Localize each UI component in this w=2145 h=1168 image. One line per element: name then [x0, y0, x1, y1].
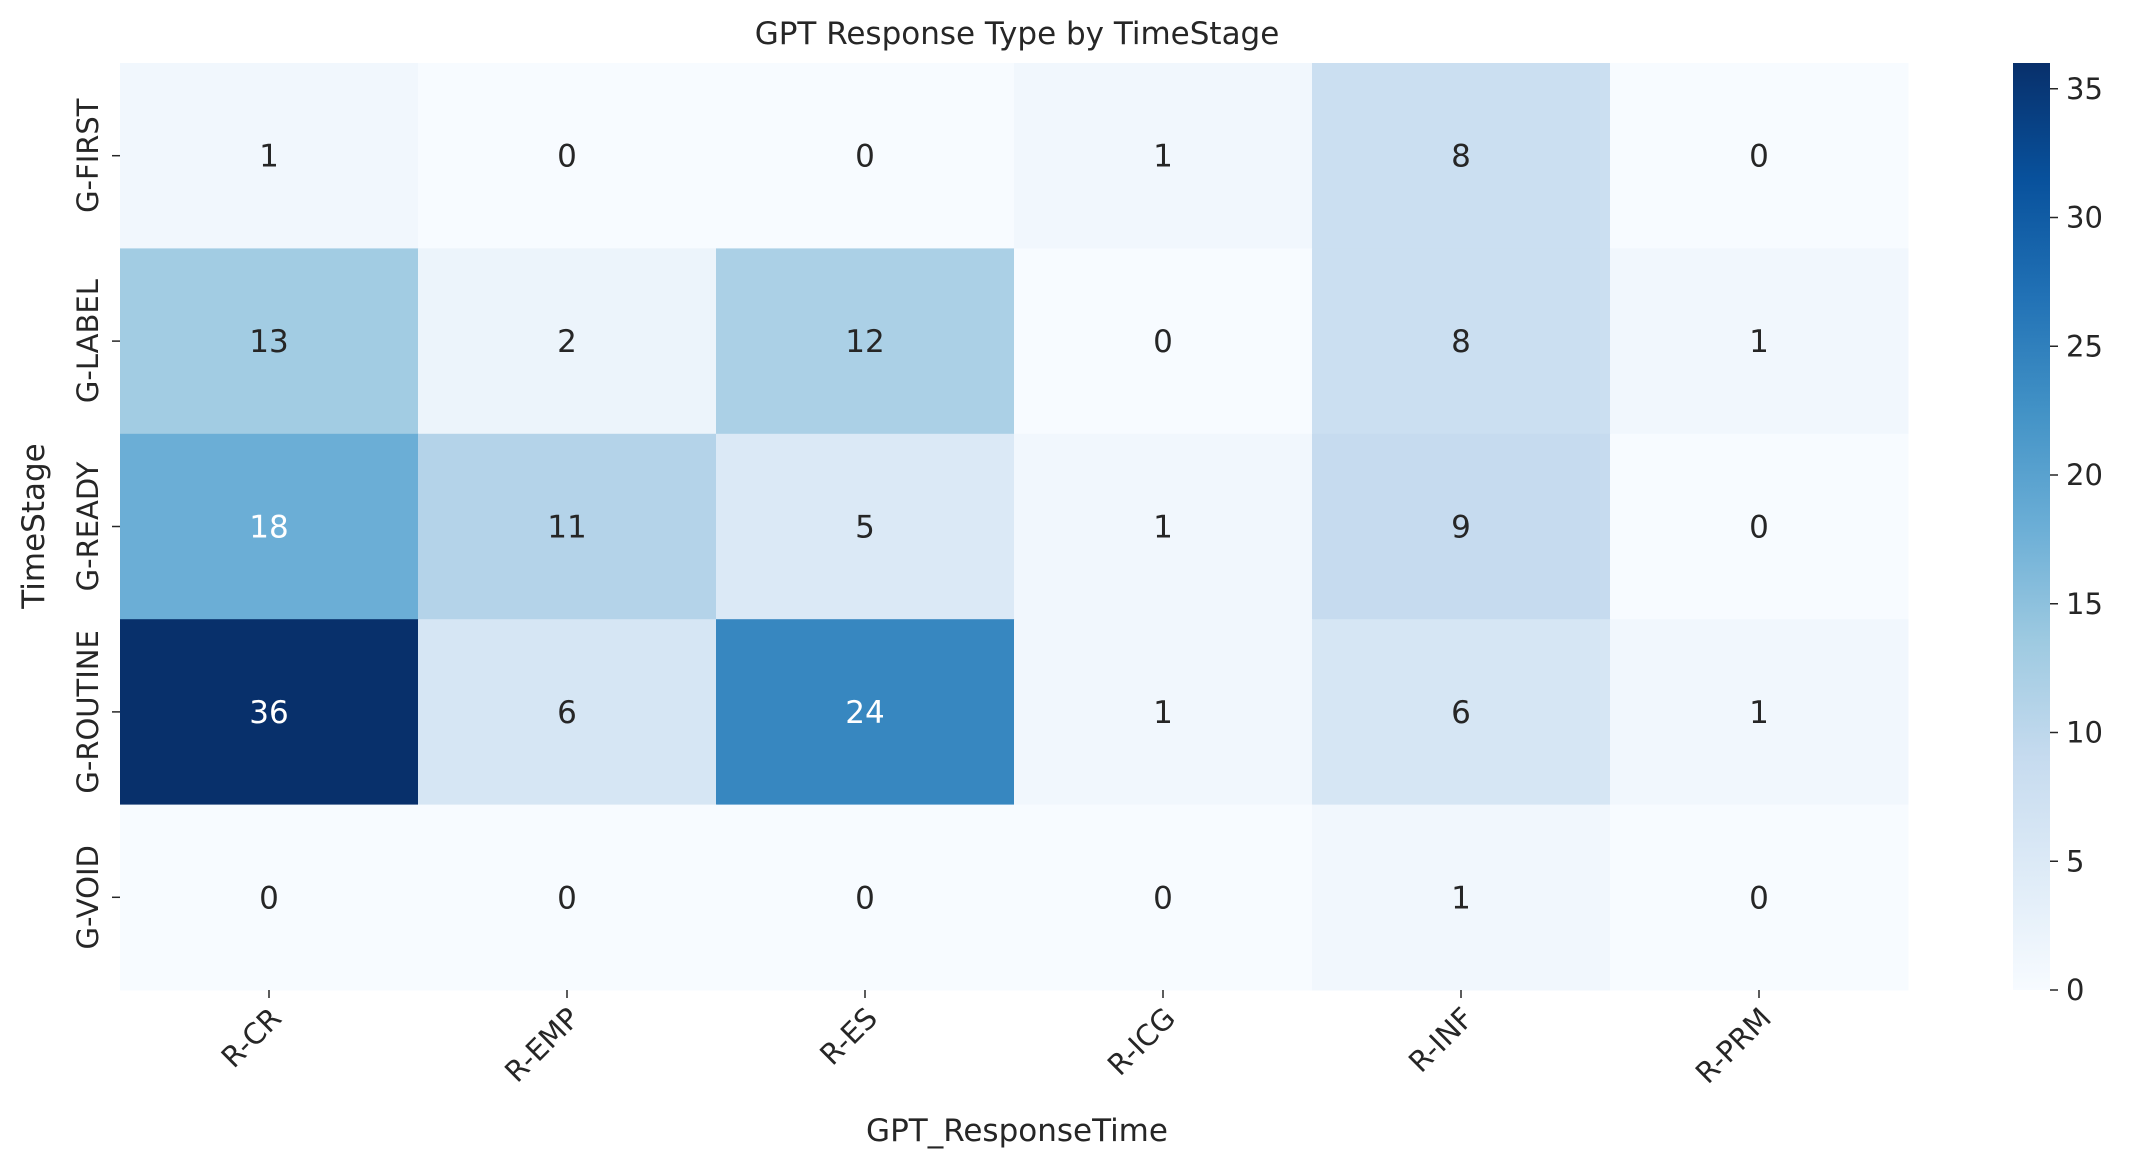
heatmap-cell	[1610, 619, 1909, 806]
heatmap-cell	[716, 619, 1015, 806]
cell-value: 1	[1451, 880, 1471, 916]
cell-value: 24	[845, 695, 884, 731]
heatmap-cell	[1014, 619, 1313, 806]
heatmap-cell	[716, 804, 1015, 991]
cell-value: 9	[1451, 510, 1471, 546]
colorbar-tick-label: 15	[2066, 587, 2103, 621]
cell-value: 1	[259, 139, 279, 175]
heatmap-cell	[120, 63, 419, 249]
cell-value: 11	[547, 510, 586, 546]
cell-value: 0	[855, 880, 875, 916]
cell-value: 1	[1153, 139, 1173, 175]
heatmap-cell	[1610, 804, 1909, 991]
heatmap-cell	[1312, 619, 1611, 806]
colorbar-tick-label: 10	[2066, 716, 2103, 750]
x-tick-label: R-INF	[1402, 1001, 1480, 1079]
colorbar-tick-label: 25	[2066, 329, 2103, 363]
cell-value: 1	[1749, 695, 1769, 731]
heatmap-cells	[120, 63, 1909, 991]
cell-value: 0	[557, 880, 577, 916]
y-tick-label: G-VOID	[71, 845, 105, 949]
colorbar-tick-label: 35	[2066, 72, 2103, 106]
colorbar-tick-label: 30	[2066, 201, 2103, 235]
heatmap-cell	[1610, 248, 1909, 435]
heatmap-cell	[1014, 248, 1313, 435]
colorbar-tick-label: 5	[2066, 844, 2084, 878]
heatmap-cell	[418, 433, 717, 620]
chart-title: GPT Response Type by TimeStage	[755, 16, 1280, 52]
y-tick-label: G-ROUTINE	[71, 630, 105, 793]
colorbar-tick-label: 20	[2066, 458, 2103, 492]
heatmap-cell	[1014, 63, 1313, 249]
cell-value: 6	[557, 695, 577, 731]
colorbar-tick-label: 0	[2066, 973, 2084, 1007]
cell-value: 0	[557, 139, 577, 175]
heatmap-cell	[418, 619, 717, 806]
y-axis-ticks: G-FIRST G-LABEL G-READY G-ROUTINE G-VOID	[71, 98, 120, 949]
colorbar	[2013, 63, 2050, 990]
heatmap-cell	[1610, 433, 1909, 620]
cell-value: 2	[557, 324, 577, 360]
y-tick-label: G-FIRST	[71, 98, 105, 213]
heatmap-cell	[1312, 248, 1611, 435]
cell-value: 0	[1153, 880, 1173, 916]
x-tick-label: R-ES	[813, 1001, 884, 1072]
heatmap-cell	[120, 804, 419, 991]
cell-value: 8	[1451, 139, 1471, 175]
cell-value: 12	[845, 324, 884, 360]
cell-annotations: 1 0 0 1 8 013 2 12 0 8 118 11 5 1 9 036 6 24 1 6 10 0 0 0 1 0	[249, 139, 1769, 917]
cell-value: 1	[1153, 695, 1173, 731]
colorbar-ticks: 0 5 10 15 20 25 30 35	[2050, 72, 2103, 1007]
y-tick-label: G-LABEL	[71, 279, 105, 403]
x-tick-label: R-PRM	[1689, 1001, 1778, 1090]
y-tick-label: G-READY	[71, 461, 105, 591]
heatmap-cell	[120, 248, 419, 435]
heatmap-cell	[418, 804, 717, 991]
cell-value: 8	[1451, 324, 1471, 360]
heatmap-cell	[716, 433, 1015, 620]
heatmap-cell	[1312, 433, 1611, 620]
cell-value: 1	[1153, 510, 1173, 546]
heatmap-cell	[418, 248, 717, 435]
heatmap-cell	[716, 63, 1015, 249]
x-tick-label: R-EMP	[498, 1001, 586, 1089]
cell-value: 6	[1451, 695, 1471, 731]
heatmap-cell	[120, 619, 419, 806]
heatmap-cell	[120, 433, 419, 620]
heatmap-cell	[1014, 433, 1313, 620]
x-tick-label: R-ICG	[1101, 1001, 1182, 1082]
x-axis-label: GPT_ResponseTime	[866, 1113, 1168, 1149]
cell-value: 13	[249, 324, 288, 360]
heatmap-cell	[418, 63, 717, 249]
cell-value: 0	[259, 880, 279, 916]
y-axis-label: TimeStage	[16, 443, 52, 609]
cell-value: 0	[855, 139, 875, 175]
cell-value: 36	[249, 695, 288, 731]
heatmap-cell	[1610, 63, 1909, 249]
heatmap-cell	[1312, 804, 1611, 991]
cell-value: 0	[1749, 510, 1769, 546]
cell-value: 0	[1749, 139, 1769, 175]
cell-value: 0	[1749, 880, 1769, 916]
cell-value: 0	[1153, 324, 1173, 360]
heatmap-cell	[1312, 63, 1611, 249]
cell-value: 5	[855, 510, 875, 546]
x-axis-ticks: R-CR R-EMP R-ES R-ICG R-INF R-PRM	[215, 990, 1778, 1090]
heatmap-cell	[716, 248, 1015, 435]
x-tick-label: R-CR	[215, 1001, 288, 1074]
heatmap-cell	[1014, 804, 1313, 991]
cell-value: 18	[249, 510, 288, 546]
cell-value: 1	[1749, 324, 1769, 360]
